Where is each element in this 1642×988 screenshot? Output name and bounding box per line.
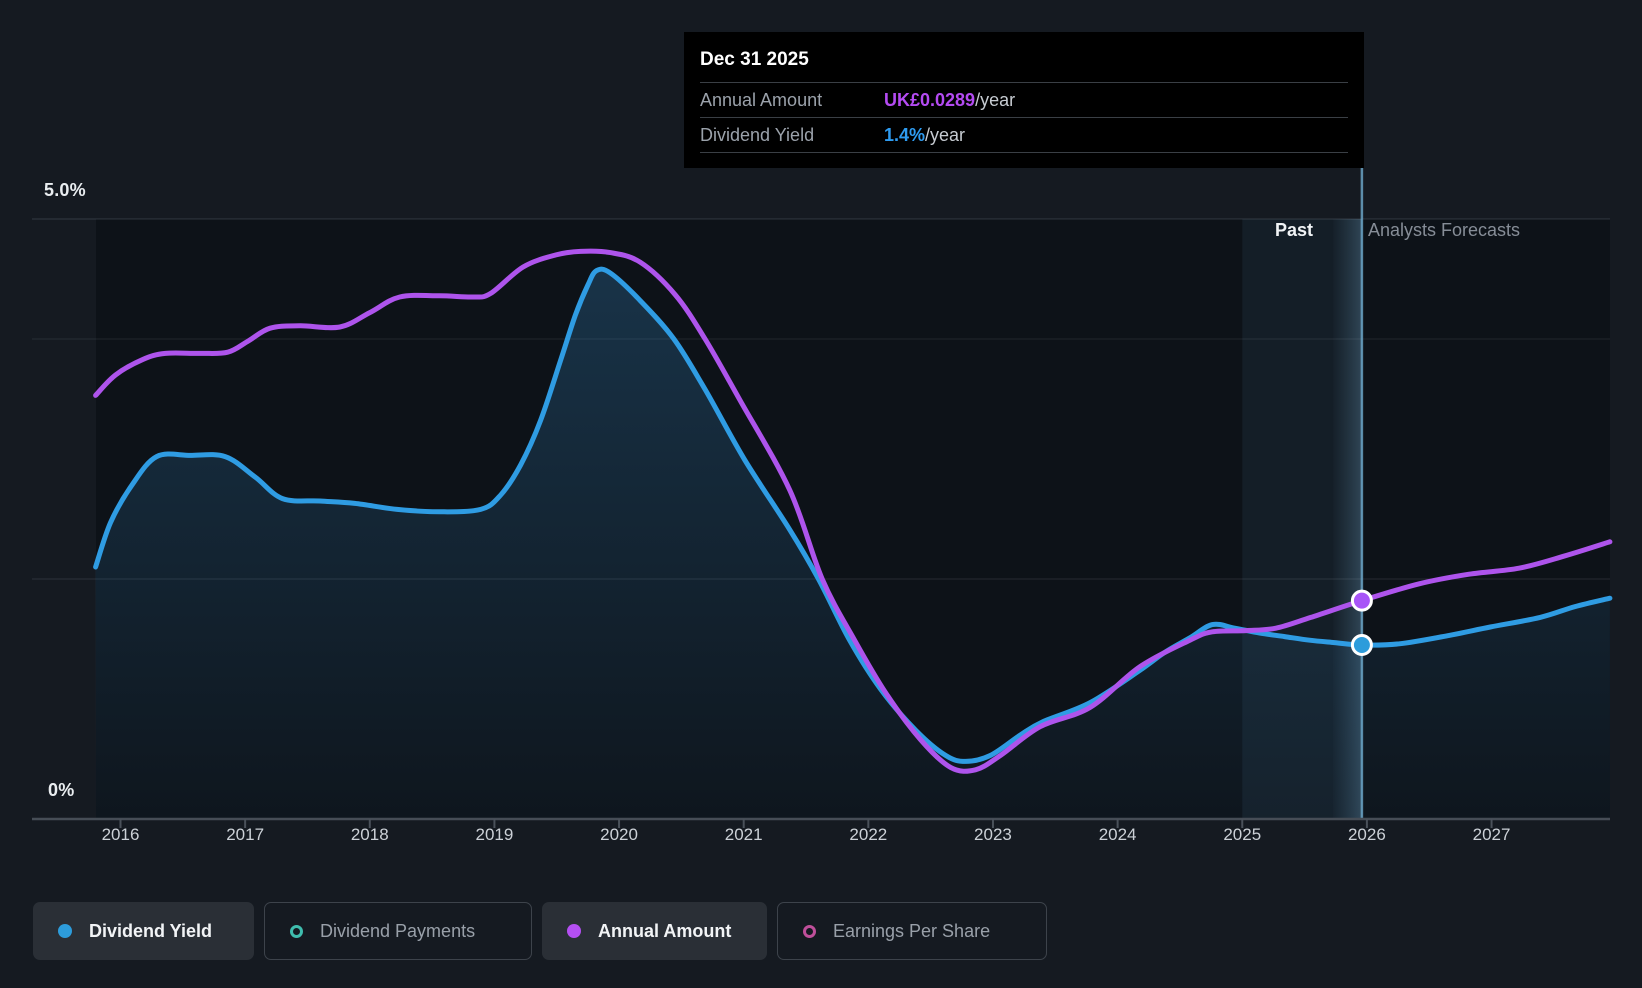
marker-dot-annual-amount[interactable] bbox=[1350, 589, 1373, 612]
x-axis-label: 2019 bbox=[475, 825, 514, 844]
tooltip-date: Dec 31 2025 bbox=[700, 49, 809, 70]
dividend-yield-area bbox=[95, 269, 1611, 819]
legend-label: Dividend Payments bbox=[320, 920, 476, 941]
x-axis-label: 2025 bbox=[1223, 825, 1262, 844]
annual-amount-line bbox=[93, 248, 1613, 774]
legend-label: Annual Amount bbox=[598, 920, 732, 941]
x-axis-label: 2021 bbox=[724, 825, 763, 844]
dividend-yield-line bbox=[93, 266, 1613, 764]
legend-button-earnings-per-share[interactable]: Earnings Per Share bbox=[777, 902, 1047, 960]
tooltip-row-annual-amount: Annual Amount UK£0.0289/year bbox=[700, 82, 1348, 117]
chart-tooltip: Dec 31 2025 Annual Amount UK£0.0289/year… bbox=[684, 32, 1364, 168]
legend-button-annual-amount[interactable]: Annual Amount bbox=[542, 902, 767, 960]
chart-legend: Dividend Yield Dividend Payments Annual … bbox=[33, 902, 1047, 960]
tooltip-value-annual-amount: UK£0.0289 bbox=[884, 90, 976, 110]
tooltip-suffix: /year bbox=[975, 90, 1016, 110]
x-axis-label: 2023 bbox=[974, 825, 1012, 844]
dividend-payments-ring-icon bbox=[290, 924, 303, 938]
x-axis-label: 2020 bbox=[600, 825, 638, 844]
x-axis-label: 2027 bbox=[1472, 825, 1511, 844]
x-axis-label: 2017 bbox=[226, 825, 265, 844]
tooltip-row-dividend-yield: Dividend Yield 1.4%/year bbox=[700, 117, 1348, 152]
legend-label: Dividend Yield bbox=[89, 920, 213, 941]
y-axis-max-label: 5.0% bbox=[44, 180, 86, 200]
x-axis-label: 2016 bbox=[101, 825, 140, 844]
tooltip-label: Dividend Yield bbox=[700, 125, 815, 145]
tooltip-value-dividend-yield: 1.4% bbox=[884, 125, 926, 145]
marker-dot-dividend-yield[interactable] bbox=[1350, 634, 1373, 656]
x-axis-label: 2018 bbox=[350, 825, 389, 844]
x-axis-label: 2022 bbox=[849, 825, 888, 844]
annual-amount-dot-icon bbox=[567, 924, 581, 938]
dividend-yield-dot-icon bbox=[58, 924, 72, 938]
x-axis-label: 2026 bbox=[1347, 825, 1386, 844]
tooltip-label: Annual Amount bbox=[700, 90, 823, 110]
marker-group[interactable] bbox=[1350, 589, 1373, 656]
x-axis-label: 2024 bbox=[1098, 825, 1137, 844]
legend-button-dividend-payments[interactable]: Dividend Payments bbox=[264, 902, 532, 960]
forecast-zone-label: Analysts Forecasts bbox=[1367, 220, 1521, 240]
legend-label: Earnings Per Share bbox=[833, 920, 991, 941]
earnings-per-share-ring-icon bbox=[803, 924, 816, 938]
y-axis-min-label: 0% bbox=[48, 780, 75, 800]
x-axis-ticks bbox=[119, 819, 1493, 828]
past-zone-label: Past bbox=[1274, 220, 1314, 240]
tooltip-suffix: /year bbox=[925, 125, 966, 145]
legend-button-dividend-yield[interactable]: Dividend Yield bbox=[33, 902, 254, 960]
